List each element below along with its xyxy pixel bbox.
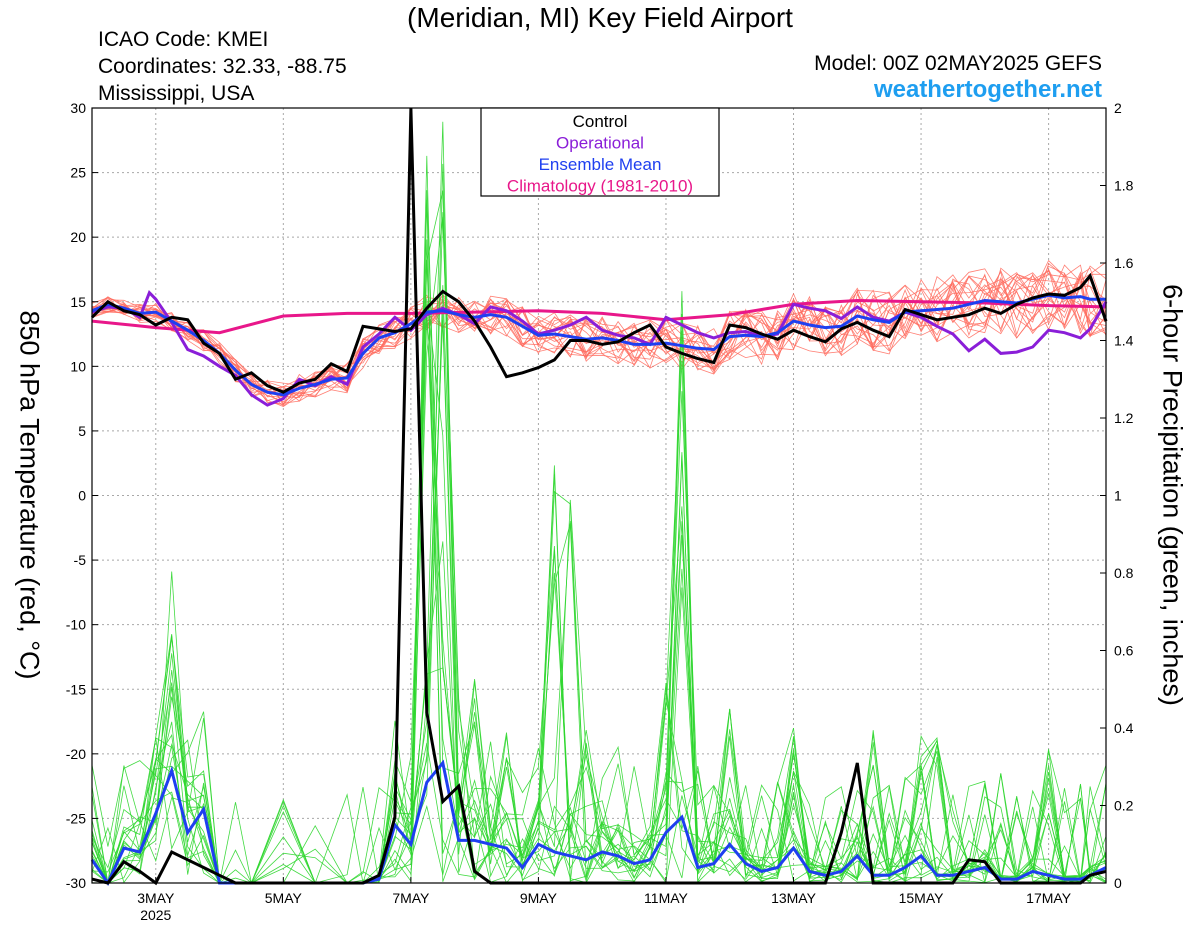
y-tick-label-left: 15 bbox=[70, 294, 86, 310]
model-run: Model: 00Z 02MAY2025 GEFS bbox=[814, 52, 1102, 75]
operational-temp-line bbox=[91, 289, 1108, 407]
precipitation-members bbox=[91, 121, 1107, 885]
y-tick-label-right: 0 bbox=[1114, 875, 1122, 891]
legend-entry: Climatology (1981-2010) bbox=[507, 177, 693, 196]
y-tick-label-left: 0 bbox=[78, 488, 86, 504]
legend-entry: Control bbox=[573, 112, 628, 131]
precipitation-member-line bbox=[91, 163, 1107, 885]
control-temp-line bbox=[90, 272, 1108, 394]
control-precip-line bbox=[91, 107, 1107, 886]
y-tick-label-right: 1.4 bbox=[1114, 333, 1134, 349]
y-tick-label-right: 0.2 bbox=[1114, 798, 1134, 814]
y-tick-label-left: -25 bbox=[66, 810, 86, 826]
x-tick-label: 15MAY bbox=[899, 890, 945, 906]
climatology-line bbox=[91, 298, 1107, 335]
y-tick-label-right: 2 bbox=[1114, 100, 1122, 116]
x-tick-label: 3MAY bbox=[137, 890, 175, 906]
x-tick-label: 7MAY bbox=[392, 890, 430, 906]
y-tick-label-left: -30 bbox=[66, 875, 86, 891]
y-tick-label-right: 1.2 bbox=[1114, 410, 1134, 426]
precipitation-member-line bbox=[91, 465, 1107, 884]
y-tick-label-left: 20 bbox=[70, 229, 86, 245]
legend-entry: Operational bbox=[556, 134, 644, 153]
y-tick-label-left: 25 bbox=[70, 165, 86, 181]
y-tick-label-right: 1.6 bbox=[1114, 255, 1134, 271]
y-tick-label-right: 0.4 bbox=[1114, 720, 1134, 736]
precipitation-member-line bbox=[91, 121, 1107, 885]
mean-temp-line bbox=[91, 293, 1106, 397]
icao-code: ICAO Code: KMEI bbox=[98, 28, 269, 51]
x-tick-sublabel: 2025 bbox=[140, 907, 171, 923]
y-tick-label-left: 30 bbox=[70, 100, 86, 116]
legend-entry: Ensemble Mean bbox=[539, 155, 662, 174]
precipitation-member-line bbox=[91, 305, 1107, 884]
x-tick-label: 11MAY bbox=[644, 890, 688, 906]
precipitation-member-line bbox=[91, 653, 1107, 885]
coordinates: Coordinates: 32.33, -88.75 bbox=[98, 55, 347, 78]
main-series bbox=[90, 107, 1108, 887]
y-tick-label-right: 1.8 bbox=[1114, 178, 1134, 194]
precipitation-member-line bbox=[91, 199, 1107, 884]
y-tick-label-right: 0.6 bbox=[1114, 643, 1134, 659]
y-tick-label-left: -5 bbox=[74, 552, 87, 568]
region: Mississippi, USA bbox=[98, 82, 255, 105]
temperature-member-line bbox=[91, 262, 1107, 398]
y-tick-label-right: 0.8 bbox=[1114, 565, 1134, 581]
precipitation-member-line bbox=[91, 190, 1107, 884]
temperature-member-line bbox=[91, 265, 1107, 402]
precipitation-member-line bbox=[91, 155, 1107, 884]
axes: -30-25-20-15-10-505101520253000.20.40.60… bbox=[66, 100, 1134, 923]
y-tick-label-left: 10 bbox=[70, 358, 86, 374]
x-tick-label: 13MAY bbox=[771, 890, 817, 906]
y-tick-label-left: -10 bbox=[66, 617, 86, 633]
precipitation-member-line bbox=[91, 190, 1107, 884]
x-tick-label: 5MAY bbox=[265, 890, 303, 906]
x-tick-label: 17MAY bbox=[1026, 890, 1072, 906]
temperature-member-line bbox=[91, 265, 1107, 406]
legend-box bbox=[480, 107, 720, 197]
x-tick-label: 9MAY bbox=[520, 890, 558, 906]
y-tick-label-left: 5 bbox=[78, 423, 86, 439]
site-link[interactable]: weathertogether.net bbox=[873, 76, 1102, 103]
grid bbox=[92, 108, 1106, 883]
y-tick-label-right: 1 bbox=[1114, 488, 1122, 504]
y-tick-label-left: -20 bbox=[66, 746, 86, 762]
y-tick-label-left: -15 bbox=[66, 681, 86, 697]
legend: Control Operational Ensemble Mean Climatolo… bbox=[480, 107, 720, 197]
chart-title: (Meridian, MI) Key Field Airport bbox=[407, 2, 793, 33]
